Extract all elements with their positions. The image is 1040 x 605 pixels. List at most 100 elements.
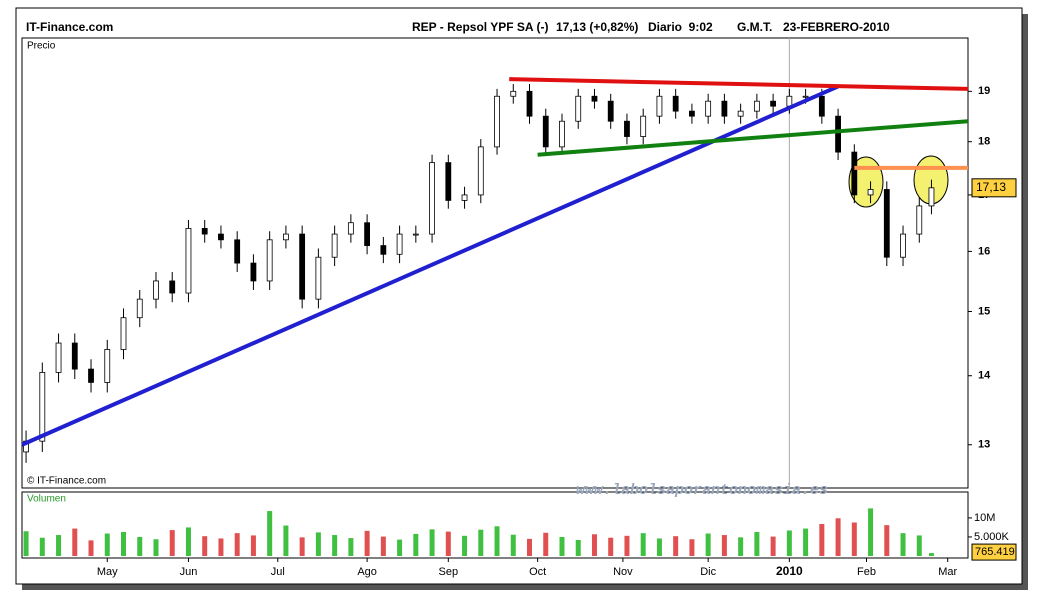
- volume-bar: [56, 535, 62, 556]
- candle-body: [218, 233, 224, 241]
- candle-body: [461, 194, 468, 201]
- volume-bar: [250, 535, 256, 556]
- volume-bar: [527, 538, 533, 556]
- volume-bar: [835, 518, 841, 556]
- volume-bar: [23, 531, 29, 556]
- volume-bar: [543, 532, 549, 556]
- volume-bar: [673, 536, 679, 556]
- volume-bar: [137, 536, 143, 556]
- volume-bar: [169, 530, 175, 556]
- candle-body: [477, 146, 484, 196]
- last-price-box: [971, 178, 1017, 198]
- y-tick-label: 14: [978, 370, 991, 382]
- volume-bar: [608, 537, 614, 556]
- volume-bar: [928, 553, 934, 556]
- volume-bar: [510, 534, 516, 556]
- candle-body: [818, 95, 825, 117]
- volume-bar: [413, 533, 419, 556]
- candle-body: [575, 95, 582, 122]
- x-tick-label: 2010: [776, 564, 803, 578]
- candle-body: [445, 162, 452, 201]
- x-tick-label: Nov: [613, 566, 633, 578]
- volume-bar: [640, 533, 646, 556]
- candle-body: [39, 372, 46, 442]
- volume-bar: [624, 535, 630, 556]
- volume-bar: [900, 533, 906, 556]
- last-volume-box: [971, 543, 1017, 561]
- candle-body: [607, 100, 614, 122]
- volume-bar: [153, 539, 159, 556]
- volume-bar: [689, 539, 695, 556]
- volume-bar: [88, 540, 94, 556]
- candle-body: [916, 205, 923, 235]
- y-tick-label: 15: [978, 305, 990, 317]
- x-tick-label: Dic: [700, 566, 716, 578]
- volume-bar: [39, 537, 45, 556]
- volume-bar: [234, 533, 240, 556]
- candle-body: [380, 245, 387, 255]
- y-tick-label: 18: [978, 136, 990, 148]
- x-tick-label: Mar: [938, 566, 957, 578]
- volume-bar: [591, 534, 597, 556]
- volume-bar: [884, 525, 890, 556]
- candle-body: [689, 110, 695, 117]
- volume-bar: [299, 537, 305, 556]
- candle-body: [721, 100, 728, 117]
- candle-body: [737, 110, 744, 117]
- volume-bar: [754, 532, 760, 556]
- volume-bar: [104, 533, 110, 556]
- volume-bar: [332, 535, 338, 556]
- volume-bar: [429, 529, 435, 556]
- volume-bar: [218, 538, 224, 556]
- candle-body: [672, 95, 679, 112]
- candle-body: [71, 342, 78, 370]
- symbol: REP - Repsol YPF SA (-): [412, 20, 548, 34]
- credit: © IT-Finance.com: [27, 476, 106, 487]
- x-tick-label: Jun: [180, 566, 198, 578]
- volume-bar: [916, 535, 922, 556]
- volume-bar: [478, 529, 484, 556]
- candle-body: [266, 239, 273, 282]
- trendline: [537, 119, 969, 157]
- candle-body: [136, 298, 143, 319]
- volume-bar: [803, 528, 809, 556]
- trendline: [509, 77, 969, 91]
- candle-body: [624, 120, 630, 137]
- volume-bar: [445, 531, 451, 556]
- y-tick-label: 13: [978, 439, 990, 451]
- candle-body: [753, 100, 760, 112]
- volume-bar: [121, 532, 127, 556]
- candle-body: [851, 151, 858, 196]
- candle-body: [120, 317, 127, 350]
- candle-body: [835, 115, 841, 153]
- candle-body: [510, 90, 517, 97]
- candle-body: [559, 120, 565, 148]
- price-title: Precio: [27, 41, 56, 52]
- volume-bar: [494, 526, 500, 556]
- watermark: www.labolsaporantonomasia.es: [576, 482, 828, 499]
- candle-body: [347, 222, 354, 235]
- x-tick-label: Sep: [439, 566, 459, 578]
- volume-bar: [721, 535, 727, 556]
- x-tick-label: Feb: [857, 566, 876, 578]
- candle-body: [429, 162, 435, 235]
- period: Diario 9:02: [648, 20, 713, 34]
- y-tick-label: 16: [978, 245, 990, 257]
- candle-body: [928, 187, 935, 207]
- volume-bar: [185, 527, 191, 556]
- volume-bar: [364, 530, 370, 556]
- volume-bar: [559, 536, 565, 556]
- candle-body: [542, 115, 549, 148]
- candle-body: [770, 100, 777, 107]
- candle-body: [396, 233, 403, 255]
- last-volume-label: 765.419: [975, 546, 1015, 558]
- candle-body: [900, 233, 906, 258]
- volume-bar: [315, 532, 321, 556]
- site: IT-Finance.com: [26, 20, 113, 34]
- volume-bar: [575, 540, 581, 556]
- volume-bar: [397, 539, 403, 556]
- volume-bar: [283, 525, 289, 556]
- x-tick-label: May: [97, 566, 118, 578]
- candle-body: [201, 227, 208, 235]
